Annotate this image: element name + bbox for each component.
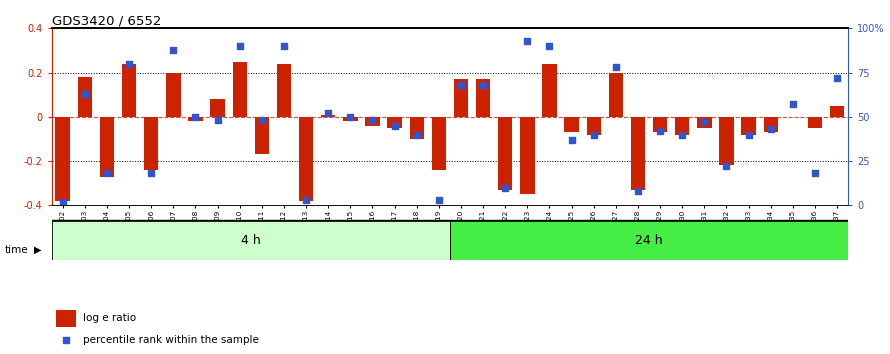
Text: time: time [4,245,28,255]
Text: percentile rank within the sample: percentile rank within the sample [84,335,259,346]
Point [100,171,114,176]
Text: 4 h: 4 h [241,234,261,247]
Point [697,119,711,125]
Bar [609,73,623,117]
Bar [77,77,92,117]
Point [144,171,158,176]
Bar [387,117,401,128]
Bar [122,64,136,117]
Bar [55,117,70,201]
Point [387,123,401,129]
Point [830,75,845,81]
Point [587,132,601,137]
Point [365,118,379,123]
Bar [564,117,578,132]
Bar [653,117,668,132]
Point [299,197,313,203]
Point [277,43,291,49]
Text: 24 h: 24 h [635,234,663,247]
Point [741,132,756,137]
Point [432,197,446,203]
Bar [697,117,711,128]
Point [764,126,778,132]
Bar [829,106,845,117]
Bar [255,117,269,154]
Bar [344,117,358,121]
Point [631,188,645,194]
Point [476,82,490,88]
Point [454,82,468,88]
Point [344,114,358,120]
Point [55,199,69,205]
Bar [166,73,181,117]
Text: ▶: ▶ [34,245,41,255]
Point [189,114,203,120]
Bar [498,117,513,190]
Point [521,38,535,44]
Bar [365,117,380,126]
Bar [476,79,490,117]
Bar [454,79,468,117]
Bar [210,99,225,117]
Bar [675,117,690,135]
Point [498,185,513,190]
Bar [631,117,645,190]
Bar [808,117,822,128]
Point [255,118,269,123]
Point [542,43,556,49]
Point [564,137,578,143]
Bar [587,117,601,135]
Point [122,61,136,67]
Bar [144,117,158,170]
Point [59,337,73,343]
Point [653,128,668,134]
Bar [52,221,450,260]
Bar [450,221,848,260]
Point [786,102,800,107]
Point [321,110,336,116]
Bar [277,64,291,117]
Point [210,118,224,123]
Bar [55,310,76,326]
Bar [520,117,535,194]
Point [609,64,623,70]
Point [808,171,822,176]
Bar [321,115,336,117]
Point [409,132,424,137]
Bar [432,117,446,170]
Bar [232,62,247,117]
Bar [764,117,778,132]
Point [719,164,733,169]
Point [232,43,247,49]
Point [77,91,92,97]
Bar [542,64,556,117]
Bar [409,117,424,139]
Point [166,47,181,52]
Bar [719,117,733,166]
Bar [299,117,313,201]
Text: GDS3420 / 6552: GDS3420 / 6552 [52,14,161,27]
Bar [100,117,114,177]
Text: log e ratio: log e ratio [84,313,136,323]
Point [676,132,690,137]
Bar [741,117,756,135]
Bar [189,117,203,121]
